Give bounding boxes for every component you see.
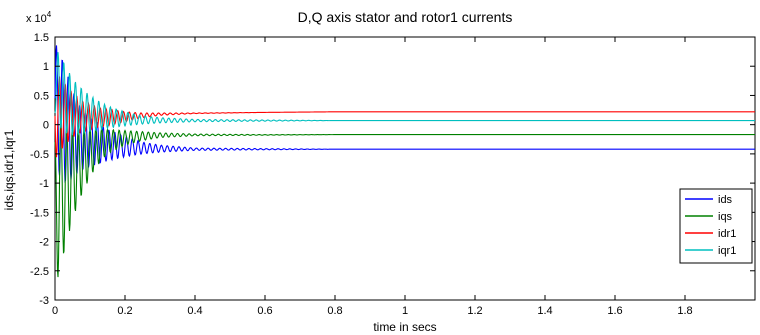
x-tick-label: 1.6 — [607, 305, 622, 317]
y-tick-label: -2.5 — [30, 266, 49, 278]
axis-ticks: 0 0.2 0.4 0.6 0.8 1 1.2 1.4 1.6 1.8 -3 -2.5 -2 -1.5 -1… — [30, 32, 755, 317]
y-axis-multiplier-base: x 10 — [26, 13, 47, 25]
series-layer — [54, 45, 755, 278]
x-tick-label: 0 — [52, 305, 58, 317]
y-tick-label: -2 — [39, 237, 49, 249]
legend: ids iqs idr1 iqr1 — [679, 188, 753, 264]
series-line-iqs — [54, 116, 755, 278]
legend-label-ids: ids — [718, 194, 733, 206]
y-tick-label: -0.5 — [30, 149, 49, 161]
legend-label-iqr1: iqr1 — [718, 245, 736, 257]
y-axis-multiplier: x 104 — [26, 10, 52, 25]
x-tick-label: 0.6 — [257, 305, 272, 317]
series-line-iqr1 — [54, 52, 755, 136]
x-tick-label: 1.8 — [677, 305, 692, 317]
x-tick-label: 1.4 — [537, 305, 552, 317]
series-line-idr1 — [54, 76, 755, 158]
y-tick-label: -1.5 — [30, 207, 49, 219]
y-tick-label: 1.5 — [34, 32, 49, 44]
y-axis-label: ids,iqs,idr1,iqr1 — [2, 129, 16, 210]
x-tick-label: 0.2 — [117, 305, 132, 317]
y-axis-multiplier-exponent: 4 — [47, 10, 52, 19]
x-axis-label: time in secs — [373, 320, 436, 334]
x-tick-label: 0.4 — [187, 305, 202, 317]
y-tick-label: 1 — [43, 61, 49, 73]
x-tick-label: 1.2 — [467, 305, 482, 317]
series-line-ids — [54, 45, 755, 184]
x-tick-label: 0.8 — [327, 305, 342, 317]
y-tick-label: 0.5 — [34, 90, 49, 102]
legend-box — [679, 188, 753, 264]
legend-label-iqs: iqs — [718, 211, 733, 223]
chart-title: D,Q axis stator and rotor1 currents — [298, 9, 513, 25]
legend-label-idr1: idr1 — [718, 228, 736, 240]
y-tick-label: -3 — [39, 295, 49, 307]
y-tick-label: -1 — [39, 178, 49, 190]
x-tick-label: 1 — [402, 305, 408, 317]
y-tick-label: 0 — [43, 120, 49, 132]
plot-area — [54, 36, 756, 301]
